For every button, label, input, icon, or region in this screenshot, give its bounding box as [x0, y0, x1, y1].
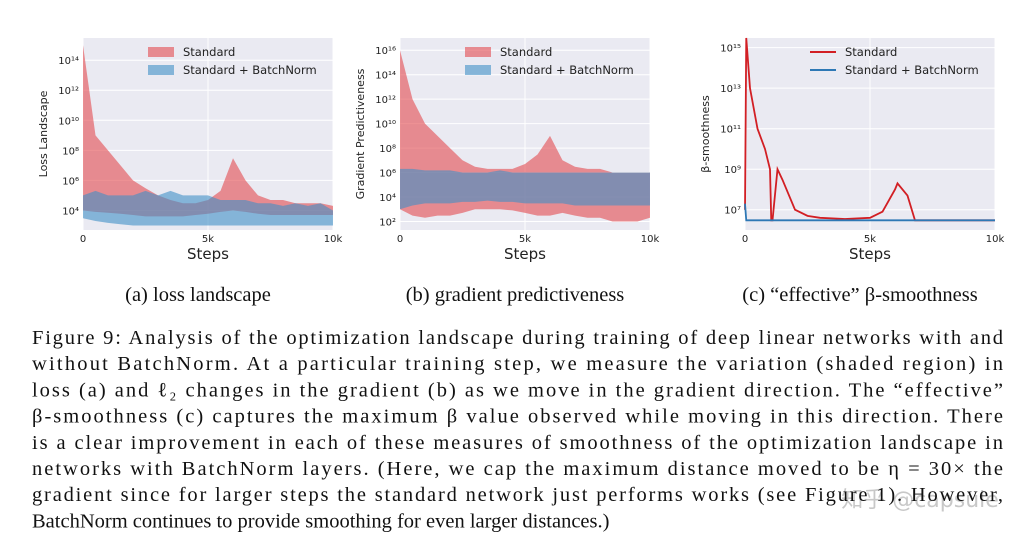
y-tick-label: 10⁴ — [62, 206, 79, 217]
x-axis-label: Steps — [849, 245, 891, 263]
y-tick-label: 10⁸ — [62, 146, 79, 157]
legend-label: Standard — [845, 45, 897, 59]
band — [83, 190, 333, 226]
chart: 10⁴ 10⁶ 10⁸ 10¹⁰ 10¹² 10¹⁴ 0 5k 10k Steps Loss Lan… — [37, 38, 342, 263]
y-axis-label: β-smoothness — [699, 95, 712, 173]
x-tick-label: 10k — [641, 234, 660, 245]
y-tick-label: 10¹⁵ — [720, 44, 741, 55]
subcaption: (c) “effective” β-smoothness — [742, 284, 977, 306]
caption-line: Figure 9: Analysis of the optimization l… — [32, 327, 1003, 349]
y-tick-label: 10⁴ — [379, 193, 396, 204]
band — [400, 168, 650, 210]
y-tick-label: 10⁹ — [724, 165, 741, 176]
chart: 10² 10⁴ 10⁶ 10⁸ 10¹⁰ 10¹² 10¹⁴ 10¹⁶ 0 5k 10k Steps G… — [354, 38, 659, 263]
x-tick-label: 0 — [80, 234, 86, 245]
legend-label: Standard + BatchNorm — [183, 63, 317, 77]
line — [744, 203, 995, 222]
y-tick-label: 10⁶ — [379, 169, 396, 180]
caption-line: without BatchNorm. At a particular train… — [32, 353, 1003, 375]
x-tick-label: 0 — [742, 234, 748, 245]
caption-line: β-smoothness (c) captures the maximum β … — [32, 406, 1003, 428]
x-axis-label: Steps — [187, 245, 229, 263]
legend-label: Standard + BatchNorm — [845, 63, 979, 77]
legend-label: Standard + BatchNorm — [500, 63, 634, 77]
x-axis-label: Steps — [504, 245, 546, 263]
caption-line: loss (a) and ℓ₂ changes in the gradient … — [32, 379, 1003, 401]
y-tick-label: 10¹² — [58, 86, 79, 97]
legend-swatch — [148, 47, 174, 57]
y-axis-label: Loss Landscape — [37, 90, 50, 177]
y-tick-label: 10¹⁴ — [58, 56, 79, 67]
legend-swatch — [465, 65, 491, 75]
y-tick-label: 10¹⁰ — [58, 116, 79, 127]
x-tick-label: 5k — [519, 234, 531, 245]
subcaption: (b) gradient predictiveness — [406, 284, 625, 306]
legend-swatch — [465, 47, 491, 57]
y-tick-label: 10¹⁴ — [375, 71, 396, 82]
x-tick-label: 0 — [397, 234, 403, 245]
y-axis-label: Gradient Predictiveness — [354, 68, 367, 199]
legend-label: Standard — [500, 45, 552, 59]
subcaption: (a) loss landscape — [125, 284, 271, 306]
x-tick-label: 10k — [324, 234, 343, 245]
y-tick-label: 10⁷ — [724, 206, 741, 217]
legend-swatch — [148, 65, 174, 75]
caption-line: networks with BatchNorm layers. (Here, w… — [32, 458, 1003, 480]
x-tick-label: 10k — [986, 234, 1005, 245]
y-tick-label: 10¹³ — [720, 84, 741, 95]
legend-label: Standard — [183, 45, 235, 59]
y-tick-label: 10¹² — [375, 95, 396, 106]
chart: 10⁷ 10⁹ 10¹¹ 10¹³ 10¹⁵ 0 5k 10k Steps β-smoothnes… — [699, 37, 1005, 263]
y-tick-label: 10² — [379, 217, 396, 228]
caption-line: is a clear improvement in each of these … — [32, 432, 1003, 454]
y-tick-label: 10¹⁰ — [375, 120, 396, 131]
caption-line: BatchNorm continues to provide smoothing… — [32, 510, 609, 532]
x-tick-label: 5k — [864, 234, 876, 245]
y-tick-label: 10¹¹ — [720, 125, 741, 136]
y-tick-label: 10⁶ — [62, 176, 79, 187]
y-tick-label: 10¹⁶ — [375, 46, 396, 57]
watermark: 知乎 @capsule — [841, 488, 999, 513]
x-tick-label: 5k — [202, 234, 214, 245]
line — [744, 37, 995, 222]
caption-line: gradient since for larger steps the stan… — [32, 484, 1003, 506]
y-tick-label: 10⁸ — [379, 144, 396, 155]
